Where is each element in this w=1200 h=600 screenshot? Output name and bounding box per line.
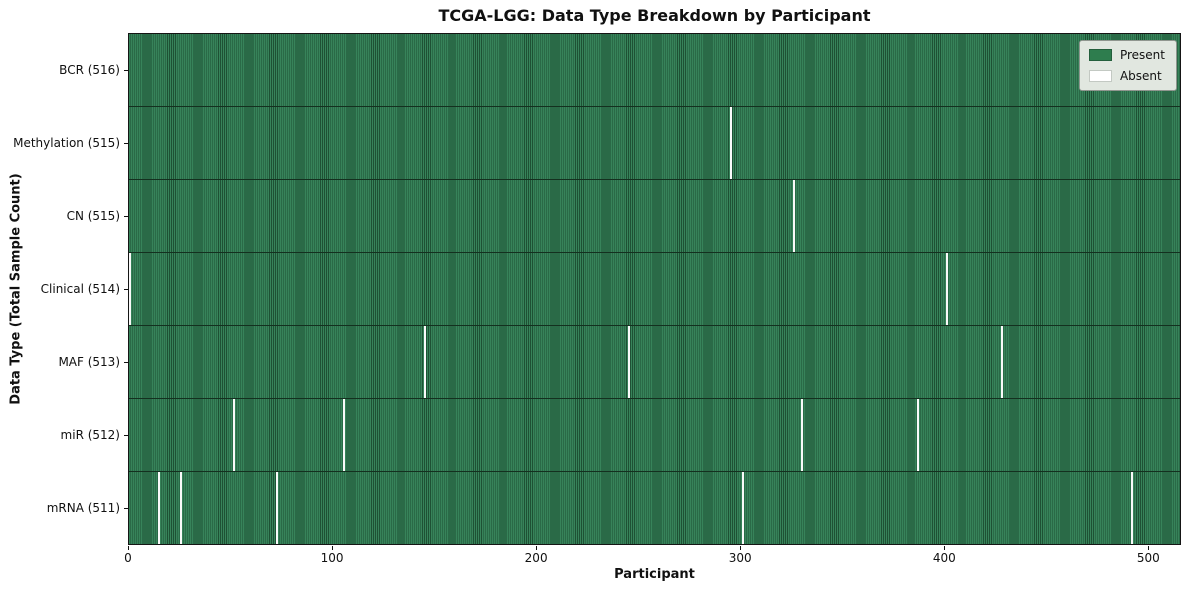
absent-gap <box>1131 472 1134 544</box>
absent-gap <box>179 472 182 544</box>
x-tick-mark <box>332 546 334 550</box>
x-tick-label: 500 <box>1136 551 1160 565</box>
legend-label-present: Present <box>1119 48 1165 62</box>
y-tick-label: Methylation (515) <box>13 135 120 150</box>
plot-area <box>128 33 1181 545</box>
x-tick-mark <box>1148 546 1150 550</box>
x-tick-mark <box>944 546 946 550</box>
present-swatch <box>1088 49 1112 61</box>
absent-gap <box>628 326 631 398</box>
y-tick-label: CN (515) <box>66 208 120 223</box>
row-mir <box>129 399 1180 472</box>
y-tick-mark <box>124 289 128 290</box>
row-methylation <box>129 107 1180 180</box>
x-axis-label: Participant <box>614 567 695 582</box>
y-tick-mark <box>124 142 128 144</box>
absent-gap <box>793 180 795 252</box>
x-tick-mark <box>740 546 742 550</box>
y-tick-label: BCR (516) <box>59 62 120 77</box>
absent-gap <box>275 472 278 544</box>
absent-gap <box>129 253 131 325</box>
y-tick-mark <box>124 215 128 217</box>
y-tick-label: Clinical (514) <box>40 282 120 296</box>
absent-gap <box>917 399 920 471</box>
y-tick-mark <box>124 69 128 71</box>
chart-title: TCGA-LGG: Data Type Breakdown by Partici… <box>438 6 871 25</box>
x-tick-label: 100 <box>320 551 344 565</box>
y-tick-mark <box>124 508 128 510</box>
absent-gap <box>1000 326 1003 398</box>
absent-gap <box>801 399 804 471</box>
legend-label-absent: Absent <box>1119 69 1162 83</box>
x-tick-mark <box>536 546 538 550</box>
row-bcr <box>129 34 1180 107</box>
absent-gap <box>424 326 427 398</box>
legend-item-present: Present <box>1088 48 1165 62</box>
y-tick-mark <box>124 435 128 437</box>
x-tick-label: 0 <box>124 551 132 565</box>
x-tick-label: 300 <box>728 551 752 565</box>
absent-gap <box>729 107 732 179</box>
x-tick-mark <box>128 546 129 550</box>
x-tick-label: 400 <box>932 551 956 565</box>
row-maf <box>129 326 1180 399</box>
absent-swatch <box>1088 70 1112 82</box>
absent-gap <box>742 472 745 544</box>
legend: Present Absent <box>1078 40 1177 91</box>
x-tick-label: 200 <box>524 551 548 565</box>
row-mrna <box>129 472 1180 544</box>
absent-gap <box>945 253 948 325</box>
y-tick-label: MAF (513) <box>58 355 120 370</box>
legend-item-absent: Absent <box>1088 69 1165 83</box>
row-clinical <box>129 253 1180 326</box>
absent-gap <box>157 472 160 544</box>
row-cn <box>129 180 1180 253</box>
absent-gap <box>342 399 345 471</box>
absent-gap <box>232 399 235 471</box>
y-tick-label: miR (512) <box>60 428 120 443</box>
y-tick-mark <box>124 362 128 364</box>
y-tick-label: mRNA (511) <box>46 501 120 516</box>
